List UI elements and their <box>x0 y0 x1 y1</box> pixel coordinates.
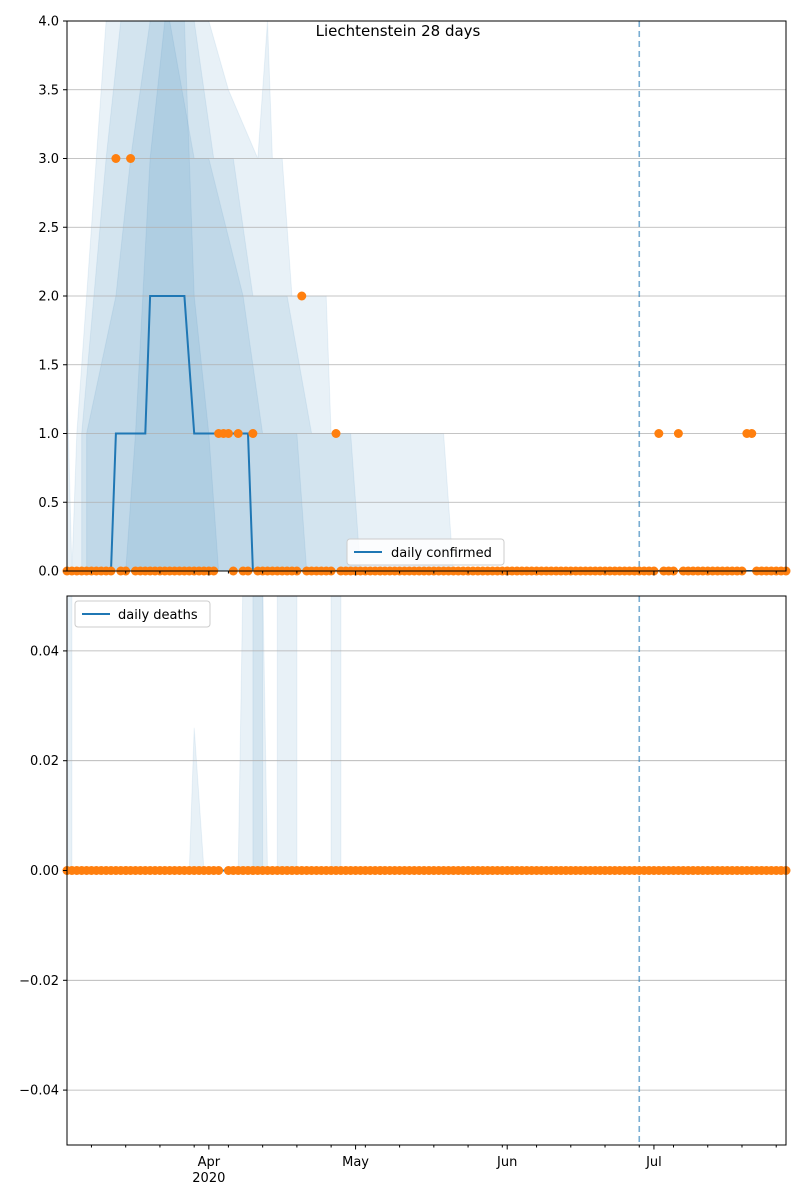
deaths-y-axis: −0.04 −0.02 0.00 0.02 0.04 <box>19 644 67 1099</box>
observation-point <box>248 429 258 438</box>
y-tick-label: 2.0 <box>38 290 59 305</box>
deaths-legend-box <box>74 600 211 628</box>
y-tick-label: 3.0 <box>38 152 59 167</box>
x-tick-label: Apr <box>198 1155 221 1170</box>
observation-point <box>111 154 121 163</box>
confirmed-legend-label: daily confirmed <box>391 546 492 561</box>
observation-point <box>331 429 341 438</box>
confirmed-panel: 0.0 0.5 1.0 1.5 2.0 2.5 3.0 3.5 4.0 Liechtenstei… <box>38 15 791 580</box>
observation-point <box>223 429 233 438</box>
x-tick-label: Jun <box>496 1155 517 1170</box>
deaths-legend: daily deaths <box>74 600 211 628</box>
observation-point <box>297 291 307 301</box>
deaths-legend-label: daily deaths <box>118 608 198 623</box>
observation-point <box>233 429 243 438</box>
x-tick-label: May <box>342 1155 369 1170</box>
confirmed-x-axis-ticks <box>90 571 777 576</box>
observation-point <box>126 154 136 163</box>
daily-confirmed-series <box>67 295 786 571</box>
observation-point <box>747 429 757 438</box>
y-tick-label: 0.0 <box>38 565 59 580</box>
y-tick-label: 2.5 <box>38 221 59 236</box>
y-tick-label: 0.02 <box>30 754 59 769</box>
y-tick-label: 1.5 <box>38 358 59 373</box>
observation-point <box>673 429 683 438</box>
uncertainty-band-2 <box>252 596 264 871</box>
y-tick-label: −0.02 <box>19 974 59 989</box>
series-line <box>67 295 786 571</box>
confirmed-legend-box <box>346 538 505 566</box>
confirmed-y-axis: 0.0 0.5 1.0 1.5 2.0 2.5 3.0 3.5 4.0 <box>38 15 67 580</box>
y-tick-label: 0.04 <box>30 644 59 659</box>
chart-title: Liechtenstein 28 days <box>316 22 481 40</box>
y-tick-label: 0.5 <box>38 496 59 511</box>
y-tick-label: 4.0 <box>38 15 59 30</box>
confirmed-legend: daily confirmed <box>346 538 505 566</box>
observation-point <box>214 866 224 875</box>
y-tick-label: 3.5 <box>38 83 59 98</box>
y-tick-label: 1.0 <box>38 427 59 442</box>
x-tick-sublabel: 2020 <box>192 1171 225 1186</box>
observation-point <box>654 429 664 438</box>
y-tick-label: 0.00 <box>30 864 59 879</box>
y-tick-label: −0.04 <box>19 1084 59 1099</box>
deaths-observations <box>62 866 791 875</box>
x-tick-label: Jul <box>645 1155 662 1170</box>
